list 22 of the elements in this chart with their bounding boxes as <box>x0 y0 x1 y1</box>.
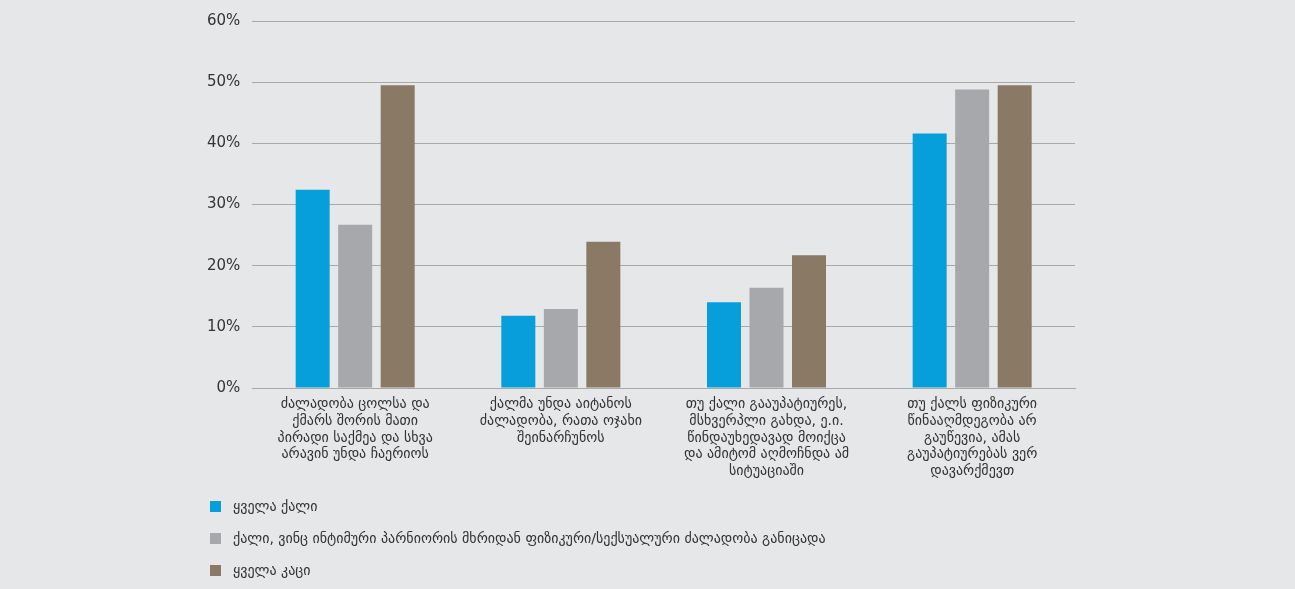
legend-label: ყველა კაცი <box>233 562 311 578</box>
y-tick-label: 0% <box>216 377 241 396</box>
y-tick-label: 50% <box>207 72 241 91</box>
bar <box>586 241 621 388</box>
x-tick-label: თუ ქალი გააუპატიურეს, მსხვერპლი გახდა, ე.ი. წინდაუხედავად მოიქცა და ამიტომ აღმოჩნდა ამ სიტუაციაში <box>683 395 850 479</box>
y-tick-label: 30% <box>207 194 241 213</box>
bar <box>501 315 536 388</box>
x-tick-label: ძალადობა ცოლსა და ქმარს შორის მათი პირადი საქმეა და სხვა არავინ უნდა ჩაერიოს <box>277 395 433 462</box>
bar <box>380 85 415 388</box>
y-tick-label: 20% <box>207 255 241 274</box>
y-tick-label: 60% <box>207 10 241 29</box>
bar <box>792 255 827 388</box>
bar <box>295 189 330 388</box>
legend-label: ყველა ქალი <box>233 498 318 514</box>
bar <box>707 302 741 388</box>
bar <box>997 85 1032 388</box>
bar <box>912 133 947 388</box>
x-tick-label: თუ ქალს ფიზიკური წინააღმდეგობა არ გაუწევია, ამას გაუპატიურებას ვერ დავარქმევთ <box>907 395 1038 479</box>
y-tick-label: 10% <box>207 316 241 335</box>
y-tick-label: 40% <box>207 133 241 152</box>
x-tick-label: ქალმა უნდა აიტანოს ძალადობა, რათა ოჯახი შეინარჩუნოს <box>479 395 642 445</box>
legend-label: ქალი, ვინც ინტიმური პარნიორის მხრიდან ფიზიკური/სექსუალური ძალადობა განიცადა <box>233 530 826 546</box>
